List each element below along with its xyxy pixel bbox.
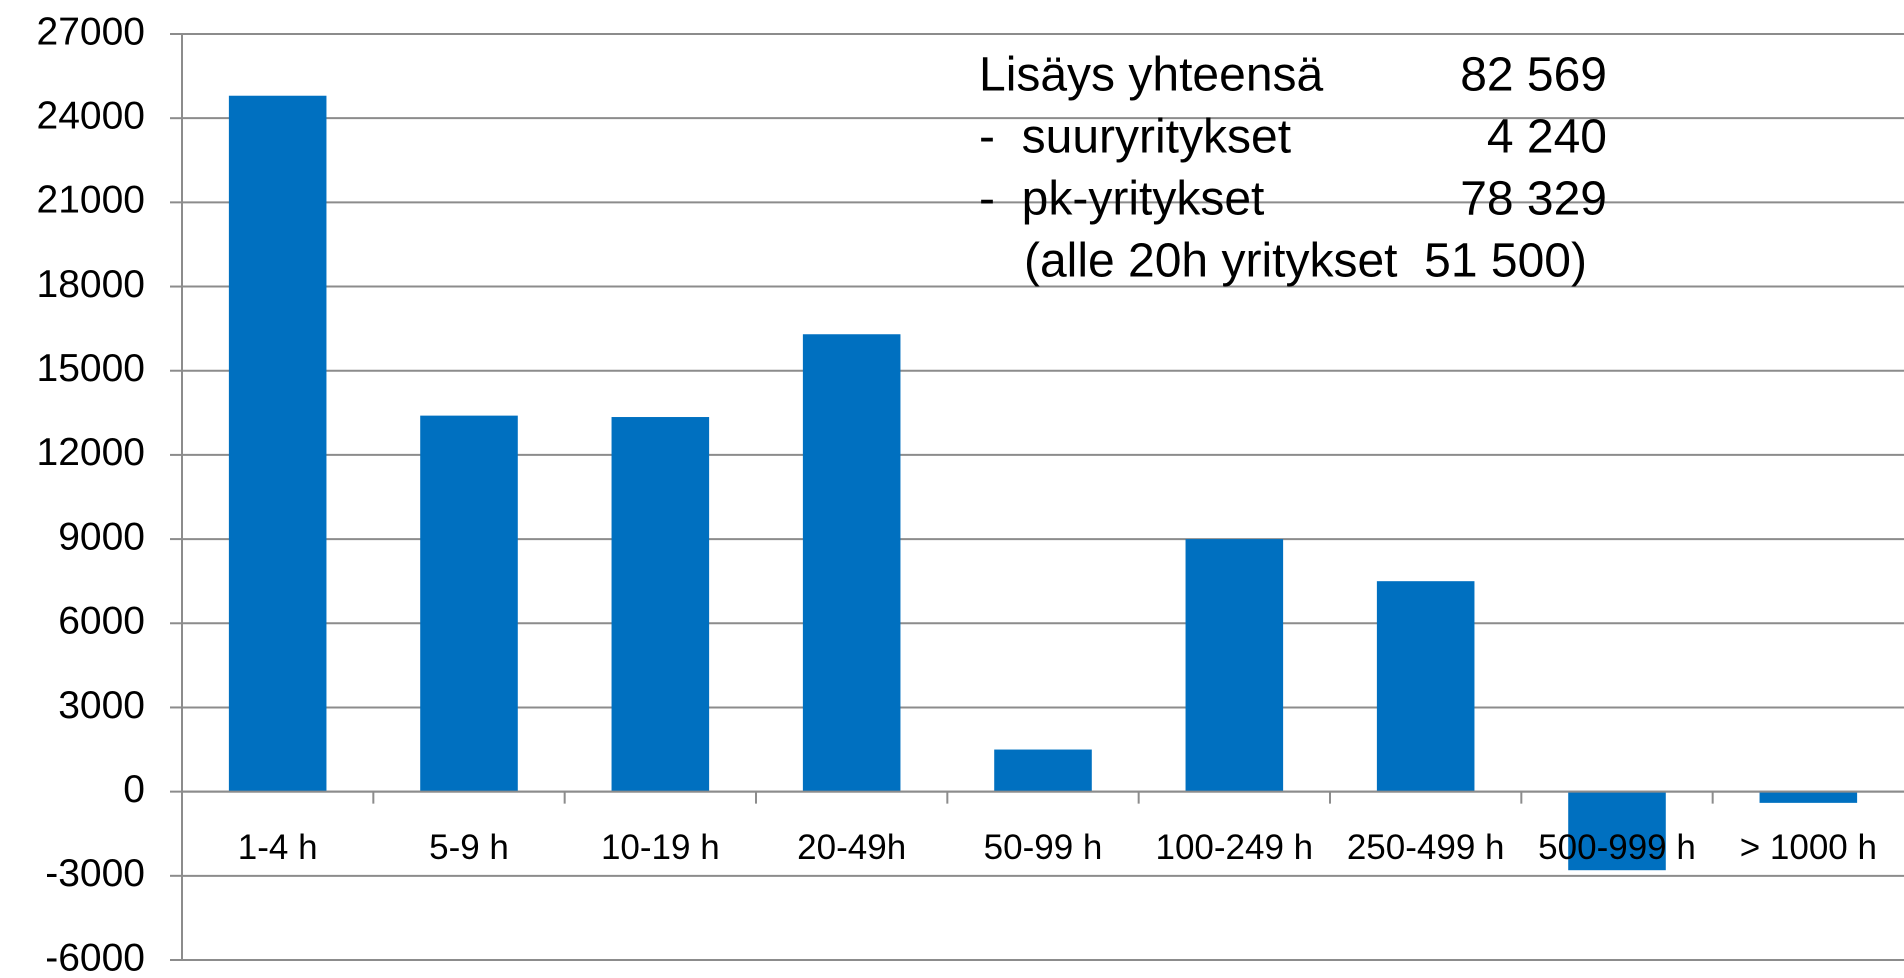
x-tick-label: > 1000 h xyxy=(1740,828,1877,867)
annotation-note: (alle 20h yritykset 51 500) xyxy=(1024,235,1587,288)
y-tick-label: -3000 xyxy=(45,852,145,895)
x-tick-label: 10-19 h xyxy=(601,828,720,867)
annotation-label: - suuryritykset xyxy=(979,111,1291,164)
y-tick-label: -6000 xyxy=(45,936,145,978)
x-tick-label: 1-4 h xyxy=(238,828,318,867)
bar xyxy=(1185,539,1284,792)
x-tick-label: 250-499 h xyxy=(1347,828,1505,867)
x-tick-label: 20-49h xyxy=(797,828,906,867)
y-tick-label: 6000 xyxy=(58,600,145,643)
x-tick-label: 50-99 h xyxy=(984,828,1103,867)
x-tick-label: 5-9 h xyxy=(429,828,509,867)
y-tick-label: 9000 xyxy=(58,515,145,558)
y-tick-label: 21000 xyxy=(37,179,145,222)
y-tick-label: 3000 xyxy=(58,684,145,727)
x-tick-label: 100-249 h xyxy=(1156,828,1314,867)
y-tick-label: 24000 xyxy=(37,94,145,137)
bar xyxy=(1376,581,1475,792)
bar xyxy=(1568,791,1666,871)
x-tick-label: 500-999 h xyxy=(1538,828,1696,867)
y-tick-label: 15000 xyxy=(37,347,145,390)
annotation-value: 78 329 xyxy=(1460,173,1607,226)
annotation-value: 82 569 xyxy=(1460,49,1607,102)
annotation-value: 4 240 xyxy=(1487,111,1607,164)
bar xyxy=(1759,791,1858,803)
bar xyxy=(228,95,327,792)
bar xyxy=(611,417,710,792)
annotation-label: - pk-yritykset xyxy=(979,173,1264,226)
bar xyxy=(994,749,1092,792)
y-tick-label: 0 xyxy=(123,768,145,811)
bar xyxy=(420,415,518,792)
y-tick-label: 18000 xyxy=(37,263,145,306)
annotation-label: Lisäys yhteensä xyxy=(979,49,1324,102)
y-tick-label: 27000 xyxy=(37,10,145,53)
y-tick-label: 12000 xyxy=(37,431,145,474)
bar xyxy=(802,334,901,792)
